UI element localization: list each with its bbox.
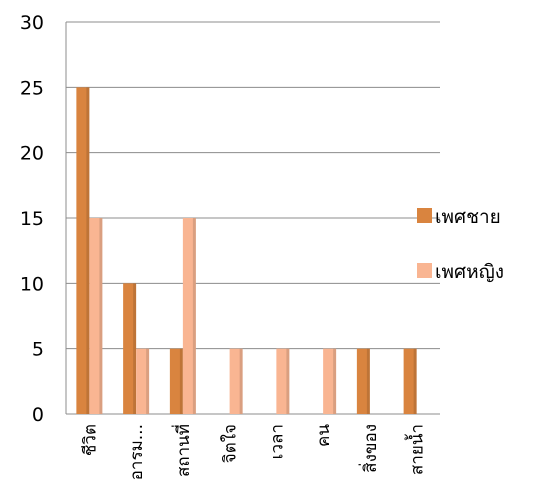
legend-label-0: เพศชาย [435, 206, 501, 228]
y-tick-label-20: 20 [20, 143, 44, 165]
bar-female-1 [136, 348, 150, 414]
bar-shade-1-1 [146, 348, 150, 414]
x-tick-label-3: จิตใจ [220, 424, 241, 463]
y-tick-label-25: 25 [20, 77, 44, 99]
bar-male-6 [356, 348, 370, 414]
bar-female-5 [323, 348, 337, 414]
y-tick-label-15: 15 [20, 208, 44, 230]
x-tick-label-5: คน [314, 424, 334, 447]
x-tick-label-2: สถานที่ [171, 424, 194, 477]
gridlines [66, 21, 440, 350]
x-tick-label-6: สิ่งของ [358, 424, 381, 473]
legend-swatch-1 [417, 263, 432, 278]
bar-shade-1-3 [239, 348, 243, 414]
y-tick-label-30: 30 [20, 12, 44, 34]
x-tick-label-7: สายน้ำ [405, 424, 428, 475]
legend-swatch-0 [417, 208, 432, 223]
tick-labels: 0 5 10 15 20 25 30 ชีวิต อารม... สถานที่ จิตใจ เวลา… [20, 12, 428, 480]
x-tick-label-4: เวลา [267, 424, 287, 459]
bar-shade-1-2 [192, 218, 196, 414]
bar-shade-1-0 [99, 218, 103, 414]
bar-male-7 [403, 348, 417, 414]
y-tick-label-10: 10 [20, 273, 44, 295]
bar-female-3 [229, 348, 243, 414]
x-tick-label-0: ชีวิต [80, 424, 100, 456]
bar-shade-1-5 [333, 348, 337, 414]
y-tick-label-0: 0 [32, 404, 44, 426]
bar-shade-0-0 [86, 87, 90, 414]
bar-shade-1-4 [286, 348, 290, 414]
bar-shade-0-7 [413, 348, 417, 414]
bar-shade-0-6 [366, 348, 370, 414]
bar-shade-0-2 [179, 348, 183, 414]
bar-male-0 [76, 87, 90, 414]
bar-female-2 [182, 218, 196, 414]
bar-male-1 [123, 283, 137, 414]
bars [76, 87, 417, 414]
x-tick-label-1: อารม... [127, 424, 147, 480]
bar-shade-0-1 [133, 283, 137, 414]
bar-female-0 [89, 218, 103, 414]
bar-male-2 [169, 348, 183, 414]
bar-female-4 [276, 348, 290, 414]
legend-label-1: เพศหญิง [435, 261, 504, 283]
y-tick-label-5: 5 [32, 339, 44, 361]
